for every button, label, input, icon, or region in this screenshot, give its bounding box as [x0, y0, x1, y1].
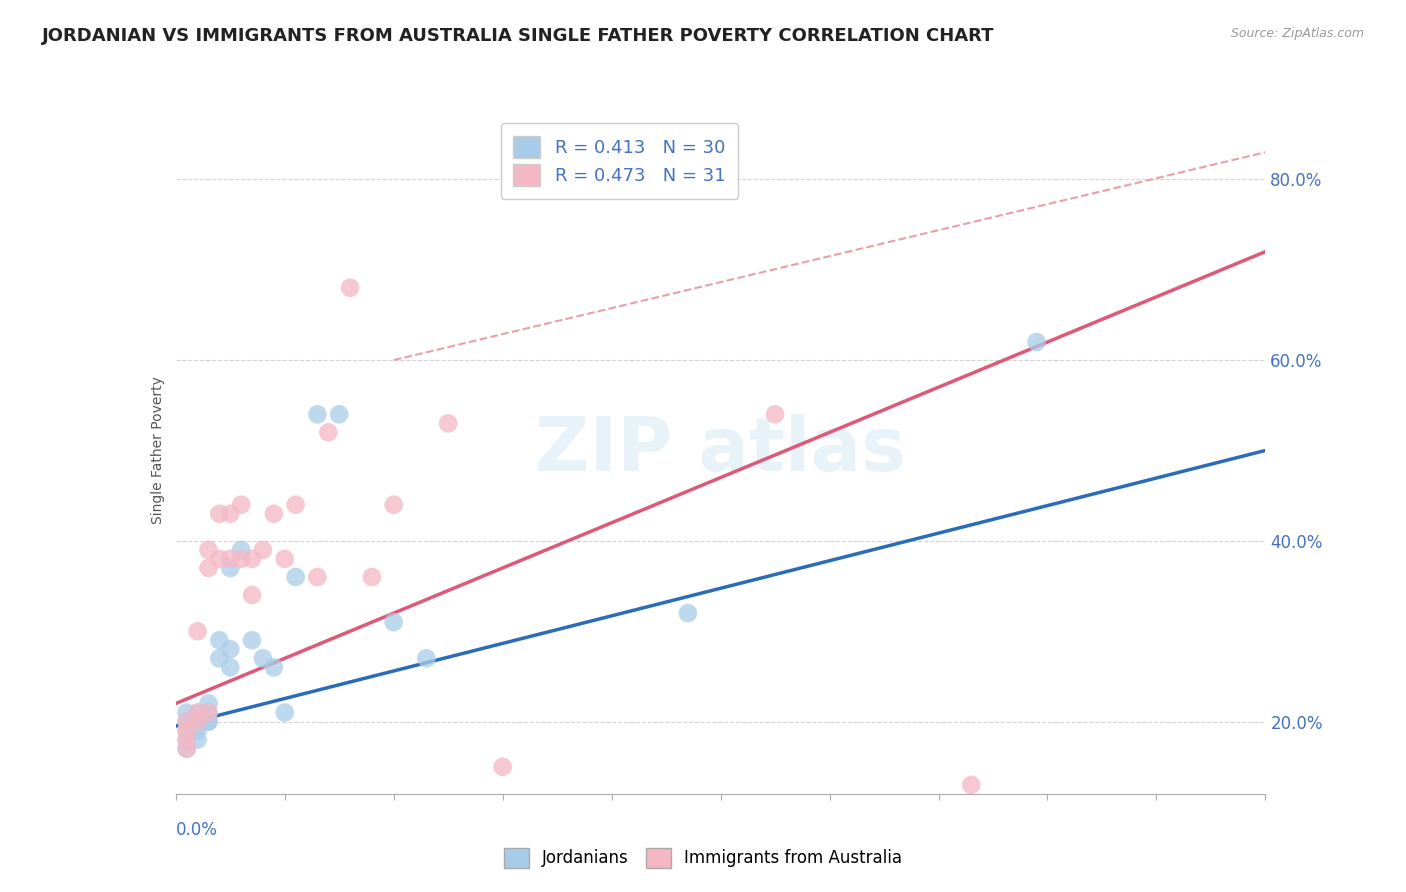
Point — [231, 498, 253, 512]
Point — [176, 741, 198, 756]
Point — [208, 507, 231, 521]
Legend: R = 0.413   N = 30, R = 0.473   N = 31: R = 0.413 N = 30, R = 0.473 N = 31 — [501, 123, 738, 199]
Point — [208, 552, 231, 566]
Point — [437, 417, 460, 431]
Point — [176, 732, 198, 747]
Point — [274, 706, 297, 720]
Point — [240, 588, 263, 602]
Point — [176, 714, 198, 729]
Point — [186, 706, 209, 720]
Point — [307, 570, 329, 584]
Point — [186, 714, 209, 729]
Point — [186, 714, 209, 729]
Point — [328, 407, 350, 421]
Point — [382, 498, 405, 512]
Point — [219, 660, 242, 674]
Point — [176, 723, 198, 738]
Point — [176, 706, 198, 720]
Point — [252, 651, 274, 665]
Point — [231, 552, 253, 566]
Text: ZIP atlas: ZIP atlas — [536, 414, 905, 487]
Point — [382, 615, 405, 630]
Point — [1025, 334, 1047, 349]
Point — [415, 651, 437, 665]
Point — [960, 778, 983, 792]
Point — [284, 570, 307, 584]
Point — [197, 697, 219, 711]
Point — [219, 561, 242, 575]
Point — [676, 606, 699, 620]
Point — [186, 732, 209, 747]
Point — [219, 642, 242, 657]
Point — [186, 624, 209, 639]
Point — [176, 714, 198, 729]
Point — [176, 723, 198, 738]
Point — [284, 498, 307, 512]
Point — [252, 542, 274, 557]
Point — [360, 570, 382, 584]
Point — [186, 723, 209, 738]
Point — [274, 552, 297, 566]
Point — [339, 281, 361, 295]
Point — [263, 507, 285, 521]
Point — [197, 714, 219, 729]
Point — [318, 425, 340, 440]
Point — [763, 407, 786, 421]
Point — [176, 732, 198, 747]
Point — [197, 542, 219, 557]
Point — [176, 741, 198, 756]
Point — [208, 651, 231, 665]
Point — [307, 407, 329, 421]
Point — [240, 552, 263, 566]
Point — [240, 633, 263, 648]
Text: Source: ZipAtlas.com: Source: ZipAtlas.com — [1230, 27, 1364, 40]
Y-axis label: Single Father Poverty: Single Father Poverty — [150, 376, 165, 524]
Point — [492, 760, 515, 774]
Point — [197, 561, 219, 575]
Point — [263, 660, 285, 674]
Point — [197, 706, 219, 720]
Text: 0.0%: 0.0% — [176, 822, 218, 839]
Text: JORDANIAN VS IMMIGRANTS FROM AUSTRALIA SINGLE FATHER POVERTY CORRELATION CHART: JORDANIAN VS IMMIGRANTS FROM AUSTRALIA S… — [42, 27, 994, 45]
Point — [231, 542, 253, 557]
Point — [197, 706, 219, 720]
Point — [208, 633, 231, 648]
Point — [197, 714, 219, 729]
Point — [219, 552, 242, 566]
Point — [219, 507, 242, 521]
Point — [186, 706, 209, 720]
Legend: Jordanians, Immigrants from Australia: Jordanians, Immigrants from Australia — [498, 841, 908, 875]
